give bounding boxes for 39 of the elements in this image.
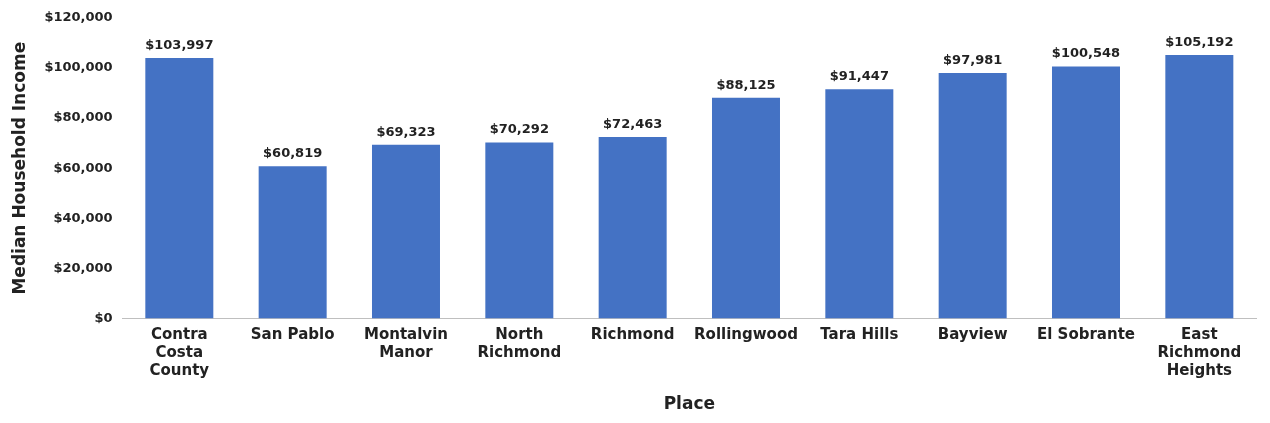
- bar: [712, 97, 780, 319]
- x-axis-title: Place: [663, 393, 716, 414]
- bar: [145, 57, 214, 319]
- y-axis-title: Median Household Income: [8, 41, 29, 295]
- bar: [1165, 54, 1234, 319]
- data-label: $91,447: [829, 68, 889, 84]
- x-tick-label: Rollingwood: [694, 325, 798, 344]
- data-label: $70,292: [489, 121, 549, 137]
- x-tick-label: Tara Hills: [820, 325, 899, 344]
- x-tick-label: Bayview: [937, 325, 1008, 344]
- y-tick-label: $60,000: [53, 159, 113, 175]
- data-label: $69,323: [376, 123, 436, 139]
- data-label: $88,125: [716, 76, 776, 92]
- x-tick-label: Contra Costa County: [149, 325, 210, 380]
- x-tick-label: North Richmond: [477, 325, 562, 362]
- y-tick-label: $100,000: [44, 59, 113, 75]
- x-tick-label: East Richmond Heights: [1157, 325, 1242, 380]
- data-label: $60,819: [263, 145, 323, 161]
- y-tick-label: $120,000: [44, 9, 113, 25]
- bar: [938, 72, 1007, 319]
- bar: [1052, 66, 1120, 319]
- y-tick-label: $0: [94, 309, 113, 325]
- x-tick-label: Richmond: [590, 325, 675, 344]
- data-label: $97,981: [943, 51, 1003, 67]
- bar: [825, 89, 894, 319]
- y-tick-label: $40,000: [53, 209, 113, 225]
- x-tick-label: Montalvin Manor: [364, 325, 448, 362]
- data-label: $105,192: [1165, 33, 1234, 49]
- x-tick-label: El Sobrante: [1037, 325, 1135, 344]
- bar: [258, 166, 327, 319]
- bar: [485, 142, 554, 319]
- bar: [598, 136, 667, 319]
- y-tick-label: $80,000: [53, 109, 113, 125]
- data-label: $100,548: [1051, 45, 1121, 61]
- bar: [371, 144, 440, 319]
- y-tick-label: $20,000: [53, 259, 113, 275]
- x-tick-label: San Pablo: [250, 325, 335, 344]
- data-label: $72,463: [603, 115, 663, 131]
- data-label: $103,997: [145, 36, 214, 52]
